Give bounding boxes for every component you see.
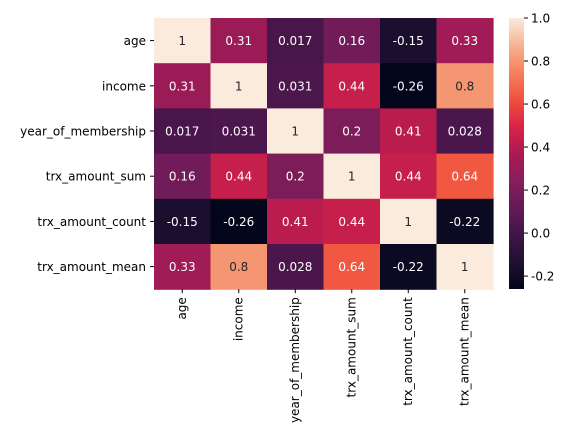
heatmap-cells: 1 0.31 0.017 0.16 -0.15 0.33 0.31 1 0.031 0.44 -0.…: [154, 18, 494, 290]
heatmap-cell-3-1: [210, 153, 268, 200]
heatmap-cell-1-0: [154, 63, 212, 109]
heatmap-cell-1-5: [436, 63, 494, 109]
colorbar: [509, 18, 524, 289]
row-label-5: trx_amount_mean: [37, 260, 146, 274]
cell-annotation-1-0: 0.31: [169, 79, 196, 93]
heatmap-cell-4-4: [380, 198, 438, 245]
row-label-4: trx_amount_count: [37, 215, 146, 229]
cell-annotation-0-2: 0.017: [278, 34, 312, 48]
cell-annotation-5-3: 0.64: [338, 260, 365, 274]
heatmap-cell-2-0: [154, 108, 212, 155]
heatmap-cell-2-3: [323, 108, 381, 155]
heatmap-cell-0-4: [380, 18, 438, 64]
heatmap-cell-2-4: [380, 108, 438, 155]
heatmap-cell-0-0: [154, 18, 212, 64]
heatmap-cell-3-2: [267, 153, 325, 200]
heatmap-cell-1-4: [380, 63, 438, 109]
cell-annotation-2-0: 0.017: [165, 125, 199, 139]
cell-annotation-0-5: 0.33: [451, 34, 478, 48]
cell-annotation-5-2: 0.028: [278, 260, 312, 274]
column-labels: age income year_of_membership trx_amount_su…: [175, 289, 472, 423]
cell-annotation-5-0: 0.33: [169, 260, 196, 274]
heatmap-cell-5-1: [210, 244, 268, 290]
cell-annotation-3-0: 0.16: [169, 170, 196, 184]
cell-annotation-3-2: 0.2: [286, 170, 305, 184]
cell-annotation-5-5: 1: [461, 260, 469, 274]
cell-annotation-4-1: -0.26: [223, 215, 254, 229]
cell-annotation-5-4: -0.22: [393, 260, 424, 274]
cell-annotation-0-3: 0.16: [338, 34, 365, 48]
cell-annotation-2-1: 0.031: [222, 125, 256, 139]
cell-annotation-2-4: 0.41: [395, 125, 422, 139]
row-labels: age income year_of_membership trx_amount_su…: [20, 34, 154, 274]
cell-annotation-1-1: 1: [235, 79, 243, 93]
heatmap-cell-5-3: [323, 244, 381, 290]
heatmap-cell-5-5: [436, 244, 494, 290]
column-label-3: trx_amount_sum: [345, 297, 359, 397]
column-label-2: year_of_membership: [288, 297, 302, 423]
column-label-1: income: [232, 297, 246, 341]
column-label-4: trx_amount_count: [401, 297, 415, 406]
heatmap-cell-4-5: [436, 198, 494, 245]
row-label-0: age: [124, 34, 146, 48]
cell-annotation-3-5: 0.64: [451, 170, 478, 184]
column-label-0: age: [175, 297, 189, 319]
heatmap-cell-3-4: [380, 153, 438, 200]
cell-annotation-1-5: 0.8: [455, 79, 474, 93]
heatmap-cell-3-3: [323, 153, 381, 200]
cell-annotation-4-0: -0.15: [167, 215, 198, 229]
heatmap-cell-3-5: [436, 153, 494, 200]
cell-annotation-4-4: 1: [404, 215, 412, 229]
cell-annotation-3-4: 0.44: [395, 170, 422, 184]
cell-annotation-4-2: 0.41: [282, 215, 309, 229]
colorbar-tick-label-6: -0.2: [531, 270, 554, 284]
cell-annotation-1-2: 0.031: [278, 79, 312, 93]
heatmap-cell-4-1: [210, 198, 268, 245]
colorbar-tick-label-4: 0.2: [531, 184, 550, 198]
heatmap-cell-1-3: [323, 63, 381, 109]
heatmap-cell-0-3: [323, 18, 381, 64]
heatmap-cell-2-2: [267, 108, 325, 155]
heatmap-cell-4-0: [154, 198, 212, 245]
cell-annotation-0-4: -0.15: [393, 34, 424, 48]
cell-annotation-0-1: 0.31: [225, 34, 252, 48]
colorbar-tick-label-3: 0.4: [531, 141, 550, 155]
heatmap-cell-4-3: [323, 198, 381, 245]
cell-annotation-4-5: -0.22: [449, 215, 480, 229]
colorbar-tick-label-1: 0.8: [531, 55, 550, 69]
cell-annotation-3-1: 0.44: [225, 170, 252, 184]
row-label-3: trx_amount_sum: [46, 170, 146, 184]
cell-annotation-0-0: 1: [178, 34, 186, 48]
cell-annotation-2-3: 0.2: [342, 125, 361, 139]
heatmap-cell-1-1: [210, 63, 268, 109]
cell-annotation-4-3: 0.44: [338, 215, 365, 229]
colorbar-tick-label-0: 1.0: [531, 12, 550, 26]
row-label-2: year_of_membership: [20, 125, 146, 139]
colorbar-ticks: 1.0 0.8 0.6 0.4 0.2 0.0 -0.2: [524, 12, 554, 284]
cell-annotation-2-2: 1: [291, 125, 299, 139]
heatmap-cell-3-0: [154, 153, 212, 200]
heatmap-cell-1-2: [267, 63, 325, 109]
cell-annotation-1-3: 0.44: [338, 79, 365, 93]
colorbar-tick-label-5: 0.0: [531, 227, 550, 241]
heatmap-cell-5-2: [267, 244, 325, 290]
cell-annotation-3-3: 1: [348, 170, 356, 184]
cell-annotation-2-5: 0.028: [448, 125, 482, 139]
colorbar-tick-label-2: 0.6: [531, 98, 550, 112]
cell-annotation-1-4: -0.26: [393, 79, 424, 93]
heatmap-cell-5-0: [154, 244, 212, 290]
cell-annotation-5-1: 0.8: [229, 260, 248, 274]
column-label-5: trx_amount_mean: [458, 297, 472, 406]
heatmap-cell-0-5: [436, 18, 494, 64]
heatmap-cell-2-1: [210, 108, 268, 155]
row-label-1: income: [102, 79, 146, 93]
heatmap-cell-0-2: [267, 18, 325, 64]
heatmap-cell-4-2: [267, 198, 325, 245]
heatmap-cell-2-5: [436, 108, 494, 155]
heatmap-cell-0-1: [210, 18, 268, 64]
heatmap-cell-5-4: [380, 244, 438, 290]
